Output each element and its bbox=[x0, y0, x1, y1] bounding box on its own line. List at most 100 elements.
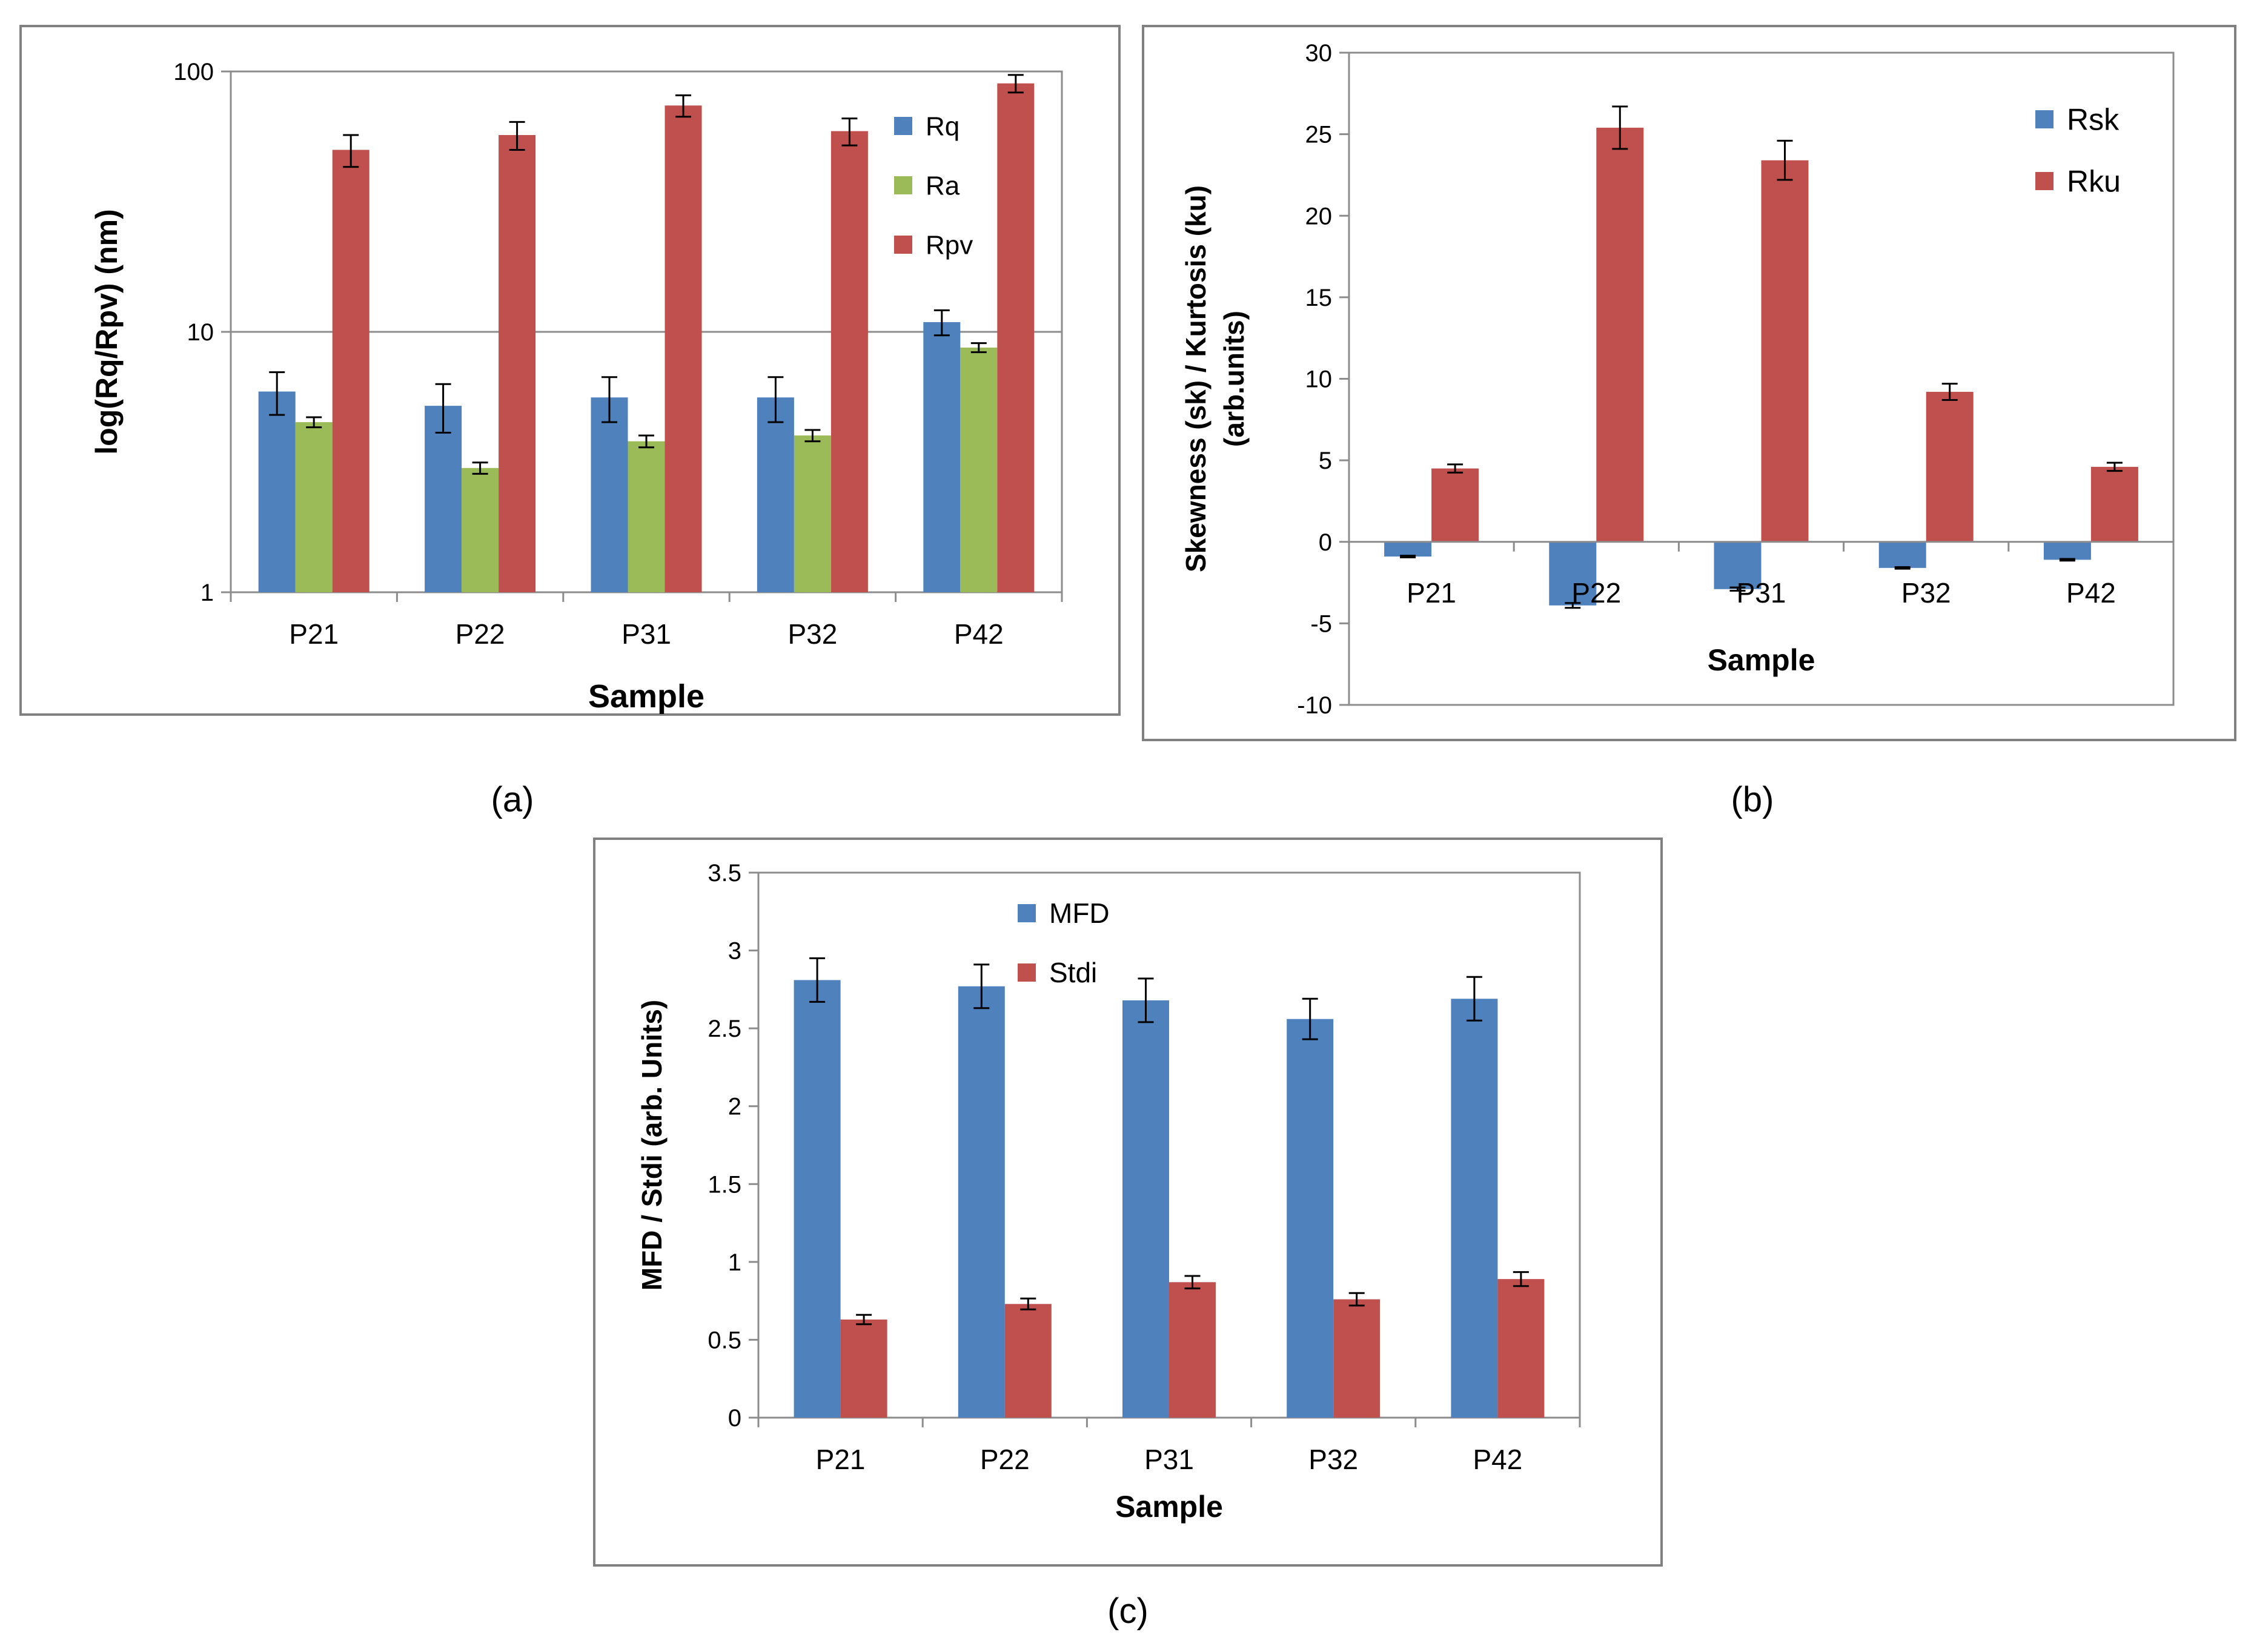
y-axis-title-line-2: (arb.units) bbox=[1218, 311, 1250, 447]
bar-stdi-p31 bbox=[1169, 1282, 1216, 1418]
bar-rq-p31 bbox=[591, 397, 628, 592]
y-tick-label: 20 bbox=[1305, 203, 1333, 230]
bar-rku-p42 bbox=[2090, 466, 2138, 542]
legend-label-mfd: MFD bbox=[1049, 897, 1110, 929]
chart-a: 1 10 100 P21 P22 P31 P32 P42 Sample log(Rq/Rpv) (… bbox=[19, 25, 1121, 716]
y-tick-label: 100 bbox=[173, 59, 214, 85]
category-label-p32: P32 bbox=[787, 618, 837, 650]
y-tick-label: 25 bbox=[1305, 122, 1333, 148]
y-axis-title-line-1: Skewness (sk) / Kurtosis (ku) bbox=[1180, 185, 1212, 572]
y-tick-label: 0 bbox=[728, 1405, 741, 1432]
y-tick-label: 1 bbox=[728, 1249, 741, 1276]
bar-rq-p21 bbox=[258, 391, 296, 592]
legend-swatch-rsk bbox=[2035, 110, 2053, 128]
bar-rsk-p21 bbox=[1384, 541, 1432, 557]
legend-label-stdi: Stdi bbox=[1049, 957, 1097, 988]
bar-ra-p21 bbox=[295, 422, 333, 592]
y-tick-label: 15 bbox=[1305, 285, 1333, 311]
y-axis-title: log(Rq/Rpv) (nm) bbox=[90, 209, 124, 454]
y-tick-label: 2.5 bbox=[708, 1016, 741, 1042]
category-label-p31: P31 bbox=[622, 618, 671, 650]
legend-swatch-stdi bbox=[1018, 963, 1036, 982]
x-axis-title: Sample bbox=[588, 678, 704, 715]
category-label-p21: P21 bbox=[1407, 577, 1456, 609]
y-tick-label: 0 bbox=[1319, 529, 1332, 556]
y-tick-label: -10 bbox=[1297, 692, 1332, 719]
y-tick-label: -5 bbox=[1310, 610, 1332, 637]
x-axis-title: Sample bbox=[1708, 643, 1815, 677]
y-tick-label: 2 bbox=[728, 1094, 741, 1120]
bar-rku-p32 bbox=[1926, 392, 1974, 542]
y-tick-label: 3 bbox=[728, 938, 741, 965]
x-axis-title: Sample bbox=[1115, 1490, 1223, 1524]
y-tick-label: 10 bbox=[187, 319, 214, 346]
panel-label-a: (a) bbox=[491, 780, 534, 819]
bar-mfd-p42 bbox=[1451, 999, 1498, 1418]
bar-ra-p31 bbox=[628, 441, 665, 592]
panel-label-c: (c) bbox=[1107, 1591, 1149, 1631]
legend: Rq Ra Rpv bbox=[894, 111, 973, 260]
bar-stdi-p32 bbox=[1333, 1299, 1381, 1418]
category-label-p21: P21 bbox=[816, 1444, 866, 1475]
panel-label-b: (b) bbox=[1731, 780, 1774, 819]
legend-label-ra: Ra bbox=[926, 171, 960, 200]
bar-rsk-p31 bbox=[1714, 541, 1762, 589]
bar-stdi-p22 bbox=[1004, 1304, 1052, 1418]
legend-label-rku: Rku bbox=[2067, 165, 2121, 199]
bar-rku-p21 bbox=[1431, 468, 1479, 542]
legend-swatch-rku bbox=[2035, 172, 2053, 190]
bar-rpv-p22 bbox=[499, 134, 536, 592]
y-tick-label: 1 bbox=[201, 580, 214, 606]
legend-swatch-mfd bbox=[1018, 904, 1036, 922]
chart-c: 0 0.5 1 1.5 2 2.5 3 3.5 P21 P22 P31 P32 P42 Sample MFD… bbox=[593, 838, 1663, 1567]
legend-swatch-ra bbox=[894, 176, 912, 194]
category-label-p32: P32 bbox=[1308, 1444, 1358, 1475]
bar-rku-p22 bbox=[1596, 127, 1644, 542]
chart-frame bbox=[593, 838, 1663, 1567]
bar-mfd-p31 bbox=[1122, 1000, 1169, 1418]
bar-ra-p22 bbox=[462, 468, 499, 592]
bar-rq-p42 bbox=[923, 322, 961, 592]
bar-rpv-p31 bbox=[665, 105, 702, 593]
bar-mfd-p21 bbox=[794, 980, 841, 1418]
bar-mfd-p32 bbox=[1287, 1019, 1334, 1418]
bar-ra-p32 bbox=[794, 435, 831, 592]
y-tick-label: 30 bbox=[1305, 40, 1333, 67]
bar-rq-p22 bbox=[425, 406, 462, 592]
legend-label-rq: Rq bbox=[926, 111, 960, 141]
category-label-p22: P22 bbox=[980, 1444, 1030, 1475]
category-label-p42: P42 bbox=[1473, 1444, 1522, 1475]
bar-rsk-p42 bbox=[2043, 541, 2091, 560]
chart-b: -10 -5 0 5 10 15 20 25 30 P21 P22 P31 P32 P42 Sample Sk… bbox=[1142, 25, 2236, 741]
category-label-p32: P32 bbox=[1901, 577, 1951, 609]
bar-rpv-p21 bbox=[332, 150, 370, 593]
bar-stdi-p42 bbox=[1497, 1279, 1545, 1418]
y-axis-title: MFD / Stdi (arb. Units) bbox=[636, 1000, 668, 1290]
category-label-p31: P31 bbox=[1144, 1444, 1194, 1475]
y-tick-label: 3.5 bbox=[708, 860, 741, 887]
legend-label-rsk: Rsk bbox=[2067, 103, 2120, 137]
category-label-p22: P22 bbox=[456, 618, 505, 650]
category-label-p21: P21 bbox=[289, 618, 339, 650]
bar-stdi-p21 bbox=[840, 1320, 887, 1418]
bar-ra-p42 bbox=[960, 348, 998, 592]
legend-swatch-rq bbox=[894, 117, 912, 135]
chart-frame bbox=[1142, 25, 2236, 741]
category-label-p31: P31 bbox=[1737, 577, 1786, 609]
category-label-p42: P42 bbox=[954, 618, 1004, 650]
category-label-p42: P42 bbox=[2066, 577, 2116, 609]
legend-label-rpv: Rpv bbox=[926, 230, 973, 260]
legend: Rsk Rku bbox=[2035, 103, 2121, 199]
y-tick-label: 1.5 bbox=[708, 1171, 741, 1198]
bar-rsk-p32 bbox=[1878, 541, 1926, 568]
category-label-p22: P22 bbox=[1571, 577, 1621, 609]
legend-swatch-rpv bbox=[894, 236, 912, 254]
bar-rku-p31 bbox=[1761, 160, 1809, 542]
bar-mfd-p22 bbox=[958, 986, 1005, 1418]
y-tick-label: 10 bbox=[1305, 366, 1333, 393]
bar-rpv-p42 bbox=[997, 83, 1035, 592]
y-tick-label: 5 bbox=[1319, 448, 1332, 474]
bar-rq-p32 bbox=[757, 397, 794, 592]
chart-frame bbox=[19, 25, 1121, 716]
